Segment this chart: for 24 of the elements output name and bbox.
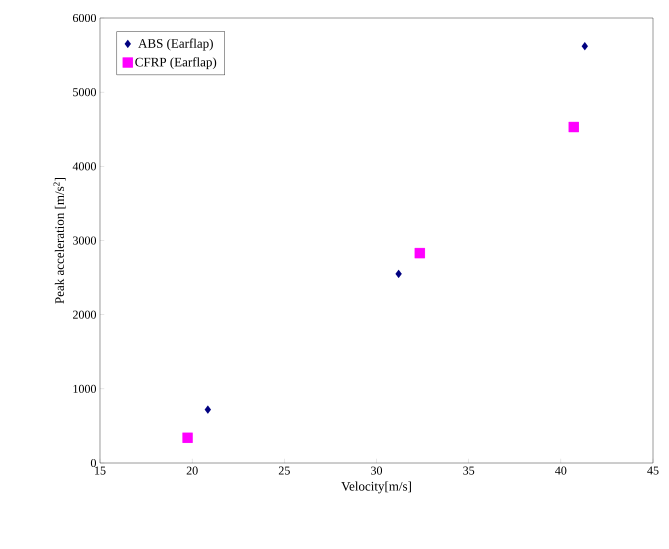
y-tick-label: 6000 [72, 14, 96, 22]
x-tick-label: 20 [186, 466, 198, 475]
x-tick-label: 35 [463, 466, 474, 475]
point [582, 42, 588, 50]
legend-label: CFRP (Earflap) [135, 57, 216, 70]
point [414, 248, 426, 258]
y-tick-label: 1000 [74, 384, 96, 393]
point [204, 405, 212, 414]
point [395, 270, 402, 278]
x-tick-label: 45 [647, 466, 659, 475]
x-tick-label: 30 [371, 466, 382, 475]
x-tick-label: 15 [95, 466, 106, 475]
legend-label: ABS (Earflap) [138, 38, 213, 50]
point [182, 432, 193, 443]
x-axis-title: Velocity[m/s] [341, 482, 411, 494]
y-tick-label: 5000 [73, 88, 96, 96]
y-tick-label: 4000 [72, 162, 96, 170]
y-tick-label: 3000 [73, 236, 96, 245]
x-tick-label: 40 [555, 466, 566, 475]
y-tick-label: 0 [90, 458, 96, 468]
point [568, 122, 579, 132]
x-tick-label: 25 [278, 466, 290, 475]
y-tick-label: 2000 [73, 310, 96, 319]
y-axis-title: Peak acceleration [m/s$^{2}$] [53, 178, 66, 304]
